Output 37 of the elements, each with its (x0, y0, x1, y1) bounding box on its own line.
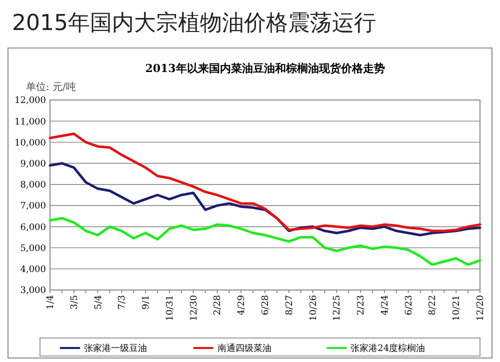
y-tick-label: 10,000 (14, 138, 46, 148)
x-tick-label: 6/23 (404, 294, 414, 316)
x-tick-label: 1/4 (46, 294, 56, 310)
x-tick-label: 12/30 (189, 294, 200, 321)
x-tick-label: 8/27 (284, 294, 295, 316)
line-series (48, 132, 482, 232)
y-tick-label: 9,000 (20, 159, 46, 170)
x-tick-label: 2/28 (213, 294, 224, 316)
y-tick-label: 3,000 (20, 286, 46, 296)
x-tick-label: 10/26 (308, 294, 319, 321)
chart-title: 2015年国内大宗植物油价格震荡运行 (12, 11, 376, 36)
line-series (48, 216, 482, 266)
y-tick-label: 5,000 (20, 244, 46, 254)
legend-label: 南通四级菜油 (217, 343, 272, 354)
x-tick-label: 3/5 (70, 294, 80, 310)
y-tick-label: 12,000 (14, 96, 46, 106)
x-tick-label: 10/21 (452, 295, 462, 321)
y-tick-label: 6,000 (20, 222, 46, 233)
x-tick-label: 6/28 (261, 294, 271, 316)
y-tick-label: 7,000 (20, 202, 46, 212)
legend-label: 张家港24度棕榈油 (350, 343, 426, 354)
y-tick-label: 11,000 (14, 117, 46, 128)
x-tick-label: 7/3 (118, 294, 128, 310)
x-tick-label: 4/29 (237, 294, 248, 316)
x-tick-label: 9/1 (142, 295, 152, 310)
legend-label: 张家港一级豆油 (84, 343, 147, 354)
x-tick-label: 10/31 (165, 295, 176, 321)
y-tick-label: 8,000 (20, 180, 46, 191)
x-tick-label: 12/25 (332, 294, 343, 321)
y-tick-label: 4,000 (20, 265, 46, 276)
x-tick-label: 12/20 (476, 294, 486, 321)
chart-subtitle: 2013年以来国内菜油豆油和棕榈油现货价格走势 (145, 62, 385, 75)
x-tick-label: 4/24 (380, 294, 390, 316)
x-tick-label: 5/4 (94, 294, 104, 310)
x-tick-label: 2/23 (356, 294, 367, 316)
y-axis-title: 单位: 元/吨 (26, 81, 76, 93)
x-tick-label: 8/22 (428, 295, 438, 316)
